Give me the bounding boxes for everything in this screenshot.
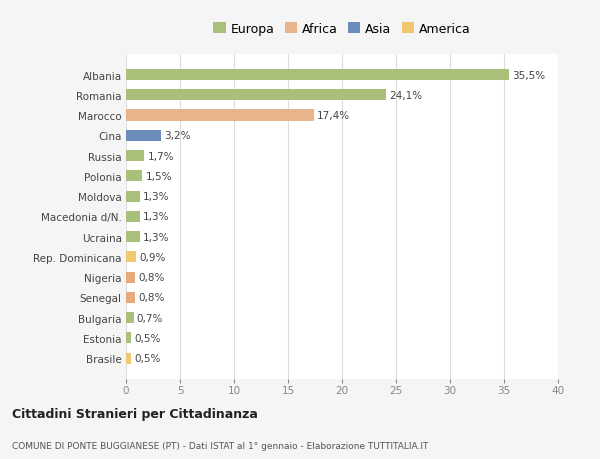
Bar (126, 333, 131, 344)
Text: 17,4%: 17,4% (317, 111, 350, 121)
Bar (126, 110, 314, 121)
Text: 0,7%: 0,7% (137, 313, 163, 323)
Bar (126, 90, 386, 101)
Text: 0,8%: 0,8% (138, 273, 164, 283)
Bar (126, 211, 140, 223)
Text: 0,5%: 0,5% (134, 353, 161, 364)
Bar (126, 191, 140, 202)
Text: 35,5%: 35,5% (512, 70, 546, 80)
Bar (126, 70, 509, 81)
Text: 1,3%: 1,3% (143, 192, 170, 202)
Text: 3,2%: 3,2% (164, 131, 190, 141)
Text: 0,8%: 0,8% (138, 293, 164, 303)
Text: COMUNE DI PONTE BUGGIANESE (PT) - Dati ISTAT al 1° gennaio - Elaborazione TUTTIT: COMUNE DI PONTE BUGGIANESE (PT) - Dati I… (12, 441, 428, 450)
Text: 24,1%: 24,1% (389, 90, 422, 101)
Bar (126, 130, 161, 141)
Text: 1,5%: 1,5% (145, 172, 172, 181)
Legend: Europa, Africa, Asia, America: Europa, Africa, Asia, America (213, 22, 471, 35)
Text: 1,3%: 1,3% (143, 232, 170, 242)
Bar (126, 353, 131, 364)
Bar (126, 252, 136, 263)
Bar (126, 272, 134, 283)
Bar (126, 151, 145, 162)
Text: 0,9%: 0,9% (139, 252, 166, 262)
Bar (126, 171, 142, 182)
Text: 0,5%: 0,5% (134, 333, 161, 343)
Bar (126, 292, 134, 303)
Bar (126, 231, 140, 243)
Bar (126, 313, 134, 324)
Text: Cittadini Stranieri per Cittadinanza: Cittadini Stranieri per Cittadinanza (12, 407, 258, 420)
Text: 1,3%: 1,3% (143, 212, 170, 222)
Text: 1,7%: 1,7% (148, 151, 174, 161)
